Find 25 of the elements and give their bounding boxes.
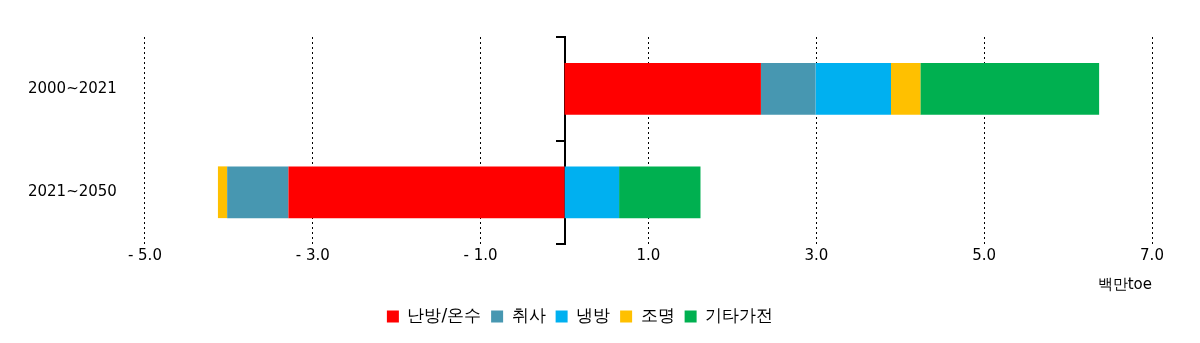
bar [564,62,761,115]
x-tick-label: - 3.0 [295,245,330,264]
legend-label: 조명 [640,304,675,325]
bar [920,62,1100,115]
bar [217,166,228,219]
legend-label: 난방/온수 [407,304,482,325]
bar [760,62,816,115]
x-tick-label: 3.0 [804,245,829,264]
legend-label: 기타가전 [705,304,774,325]
x-tick-label: - 1.0 [463,245,498,264]
legend-label: 취사 [511,304,546,325]
y-tick-label: 2000~2021 [27,78,117,97]
x-axis-title: 백만toe [1097,274,1152,293]
legend-label: 냉방 [576,304,611,325]
bar [619,166,701,219]
x-tick-label: 7.0 [1140,245,1164,264]
x-tick-label: - 5.0 [127,245,162,264]
bar [227,166,289,219]
bar [891,62,921,115]
x-tick-label: 1.0 [636,245,661,264]
x-tick-label: 5.0 [972,245,997,264]
y-tick-label: 2021~2050 [27,182,117,201]
bar [288,166,565,219]
bar [564,166,620,219]
bar [815,62,891,115]
